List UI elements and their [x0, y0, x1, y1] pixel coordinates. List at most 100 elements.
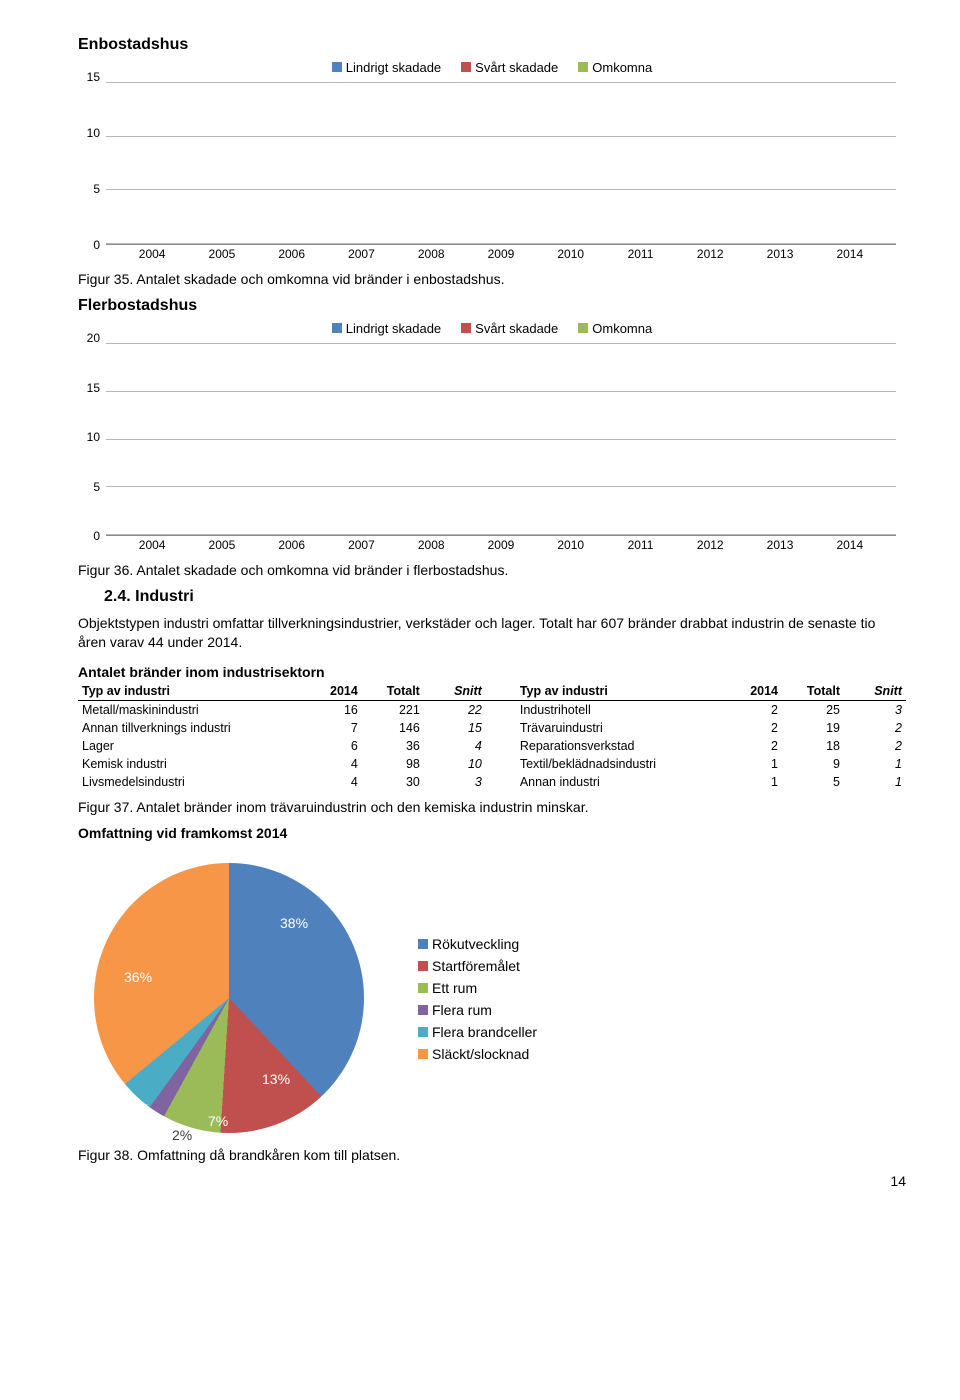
pie-slice-label: 36% [124, 969, 152, 985]
pie-legend: Rökutveckling Startföremålet Ett rum Flera … [418, 930, 537, 1068]
figure-35-caption: Figur 35. Antalet skadade och omkomna vi… [78, 271, 906, 287]
legend-swatch [418, 983, 428, 993]
pie-legend-item: Ett rum [418, 980, 537, 996]
pie-section: 38%13%7%2%4%36% RökutvecklingStartföremå… [78, 853, 906, 1145]
table-cell: 3 [844, 700, 906, 719]
table-cell: Lager [78, 737, 300, 755]
table-cell: Livsmedelsindustri [78, 773, 300, 791]
y-tick: 5 [93, 480, 100, 494]
table-cell: 2 [844, 737, 906, 755]
pie-slice-label: 7% [208, 1113, 228, 1129]
table-row: Metall/maskinindustri1622122 Industrihote… [78, 700, 906, 719]
section-2-4-heading: 2.4. Industri [104, 588, 906, 606]
table-cell: 98 [362, 755, 424, 773]
table-cell: 4 [424, 737, 486, 755]
table-cell: 22 [424, 700, 486, 719]
legend-swatch [332, 323, 342, 333]
table-cell: 16 [300, 700, 362, 719]
pie-legend-item: Flera brandceller [418, 1024, 537, 1040]
pie-slice-label: 2% [172, 1127, 192, 1143]
table-row: Livsmedelsindustri4303Annan industri151 [78, 773, 906, 791]
table-header-row: Typ av industri2014TotaltSnittTyp av ind… [78, 682, 906, 701]
pie-legend-item: Flera rum [418, 1002, 537, 1018]
table-cell: 1 [844, 773, 906, 791]
table-cell: 221 [362, 700, 424, 719]
table-cell: Industrihotell [516, 700, 720, 719]
y-tick: 10 [87, 430, 100, 444]
chart2-x-axis: 2004200520062007200820092010201120122013… [122, 538, 880, 558]
table-cell: Annan tillverknings industri [78, 719, 300, 737]
x-label: 2009 [471, 247, 532, 267]
y-tick: 0 [93, 529, 100, 543]
x-label: 2009 [471, 538, 532, 558]
y-tick: 15 [87, 70, 100, 84]
legend-swatch [578, 62, 588, 72]
chart1-wrap: Lindrigt skadadeSvårt skadadeOmkomna 051… [78, 60, 906, 267]
table-cell: Metall/maskinindustri [78, 700, 300, 719]
x-label: 2014 [819, 538, 880, 558]
table-cell: 3 [424, 773, 486, 791]
table-header-cell: Totalt [782, 682, 844, 701]
table-cell: 7 [300, 719, 362, 737]
table-cell: 10 [424, 755, 486, 773]
legend-swatch [418, 961, 428, 971]
table-cell: 18 [782, 737, 844, 755]
table-cell: Kemisk industri [78, 755, 300, 773]
pie-legend-item: Startföremålet [418, 958, 537, 974]
chart2-legend: Lindrigt skadade Svårt skadade Omkomna [78, 321, 906, 336]
x-label: 2004 [122, 247, 183, 267]
x-label: 2014 [819, 247, 880, 267]
table-cell: 25 [782, 700, 844, 719]
legend-item: Lindrigt skadade [332, 321, 441, 336]
chart2: 05101520 2004200520062007200820092010201… [106, 338, 896, 558]
x-label: 2013 [750, 247, 811, 267]
table-cell: 2 [720, 737, 782, 755]
legend-item: Svårt skadade [461, 321, 558, 336]
y-tick: 5 [93, 182, 100, 196]
table-cell: Trävaruindustri [516, 719, 720, 737]
x-label: 2011 [610, 247, 671, 267]
pie-legend-item: Rökutveckling [418, 936, 537, 952]
x-label: 2007 [331, 538, 392, 558]
table-header-cell: Typ av industri [516, 682, 720, 701]
legend-swatch [578, 323, 588, 333]
x-label: 2006 [261, 538, 322, 558]
table-cell: 4 [300, 773, 362, 791]
x-label: 2010 [540, 538, 601, 558]
chart1-x-axis: 2004200520062007200820092010201120122013… [122, 247, 880, 267]
table-body: Metall/maskinindustri1622122Industrihote… [78, 700, 906, 791]
x-label: 2011 [610, 538, 671, 558]
table-header-cell: 2014 [720, 682, 782, 701]
legend-swatch [418, 1027, 428, 1037]
table-header-cell: Snitt [424, 682, 486, 701]
table-cell: 2 [720, 700, 782, 719]
x-label: 2006 [261, 247, 322, 267]
chart1-y-axis: 051015 [78, 77, 104, 245]
chart1-title: Enbostadshus [78, 36, 906, 54]
x-label: 2013 [750, 538, 811, 558]
table-row: Kemisk industri49810Textil/beklädnadsind… [78, 755, 906, 773]
x-label: 2012 [680, 247, 741, 267]
chart2-title: Flerbostadshus [78, 297, 906, 315]
pie-slice-label: 13% [262, 1071, 290, 1087]
x-label: 2012 [680, 538, 741, 558]
legend-swatch [461, 323, 471, 333]
y-tick: 10 [87, 126, 100, 140]
chart1-legend: Lindrigt skadadeSvårt skadadeOmkomna [78, 60, 906, 75]
pie-slice-label: 38% [280, 915, 308, 931]
table-header-cell: Snitt [844, 682, 906, 701]
x-label: 2005 [192, 247, 253, 267]
table-cell: 1 [844, 755, 906, 773]
x-label: 2004 [122, 538, 183, 558]
chart2-y-axis: 05101520 [78, 338, 104, 536]
table-cell: 9 [782, 755, 844, 773]
table-title: Antalet bränder inom industrisektorn [78, 664, 906, 680]
table-cell: 2 [844, 719, 906, 737]
table-cell: 15 [424, 719, 486, 737]
legend-swatch [332, 62, 342, 72]
legend-item: Lindrigt skadade [332, 60, 441, 75]
page-number: 14 [78, 1173, 906, 1189]
legend-item: Omkomna [578, 321, 652, 336]
table-header-cell: Totalt [362, 682, 424, 701]
x-label: 2010 [540, 247, 601, 267]
